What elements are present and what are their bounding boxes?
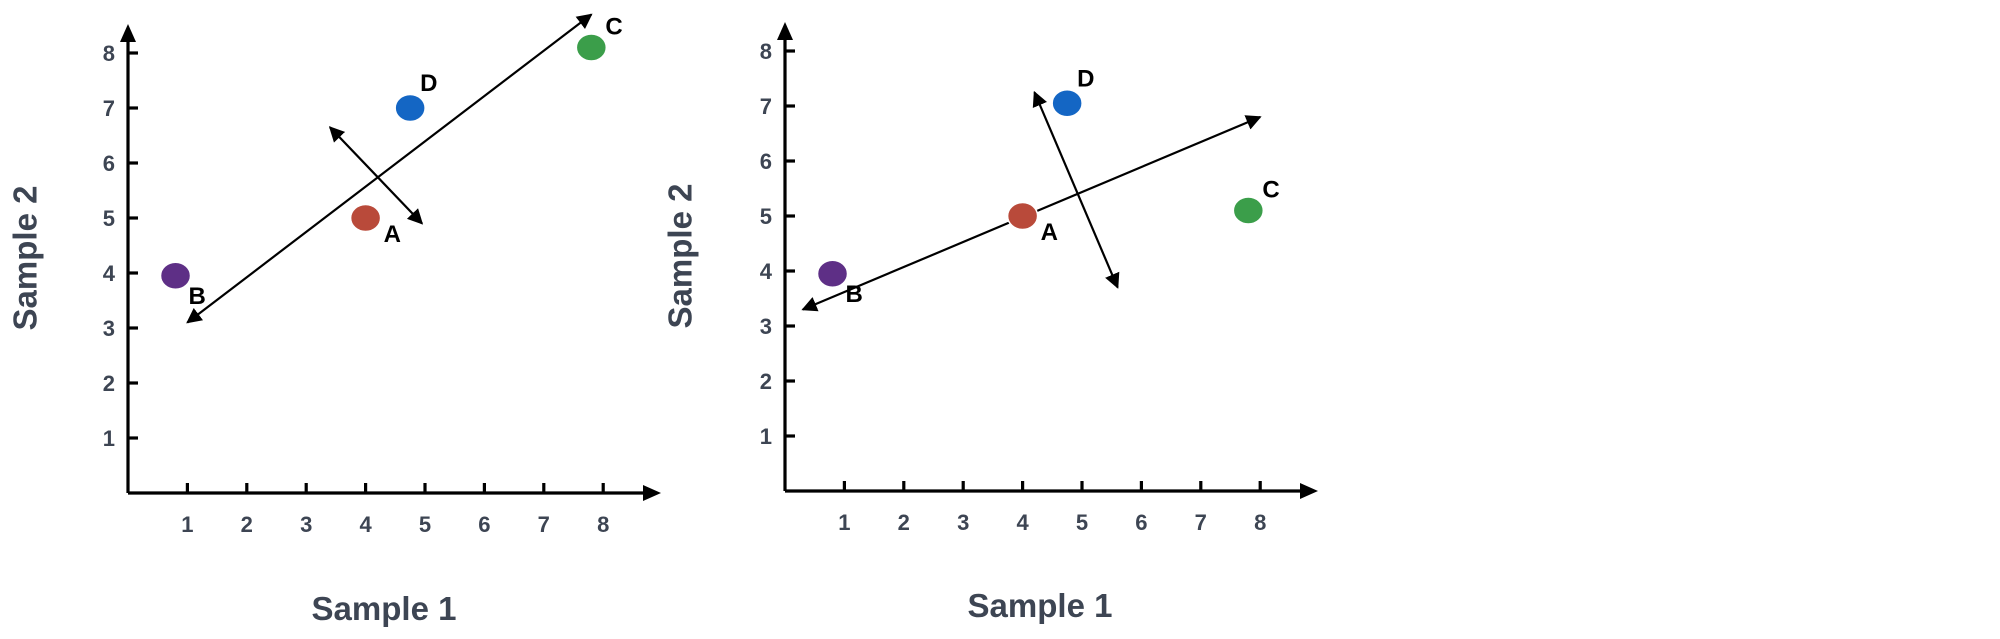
point-d (394, 93, 426, 123)
x-tick-label: 4 (1016, 510, 1029, 535)
y-tick-label: 2 (760, 369, 772, 394)
y-axis-arrowhead (120, 24, 136, 42)
x-tick-label: 7 (538, 512, 550, 537)
x-tick-label: 6 (478, 512, 490, 537)
x-tick-label: 1 (838, 510, 850, 535)
point-b (816, 259, 849, 288)
x-tick-label: 2 (241, 512, 253, 537)
point-label-b: B (189, 283, 206, 310)
point-label-d: D (420, 70, 437, 97)
y-axis-arrowhead (777, 22, 793, 40)
point-label-a: A (384, 221, 401, 248)
x-tick-label: 3 (300, 512, 312, 537)
point-label-b: B (846, 281, 863, 308)
chart-panel-2: 1 2 3 4 5 6 7 8 1 2 3 4 5 6 7 8 Sample 1 Sample 2 A B C D (662, 22, 1318, 624)
x-tick-label: 4 (359, 512, 372, 537)
point-a (349, 203, 382, 233)
y-tick-label: 7 (103, 96, 115, 121)
y-tick-label: 1 (760, 424, 772, 449)
point-c (1232, 196, 1265, 225)
y-tick-label: 8 (760, 39, 772, 64)
pc1-arrow (186, 13, 593, 324)
y-tick-label: 7 (760, 94, 772, 119)
y-tick-label: 6 (760, 149, 772, 174)
point-label-c: C (1262, 177, 1279, 204)
x-tick-label: 8 (1254, 510, 1266, 535)
pc2-arrow (328, 126, 424, 225)
point-label-d: D (1077, 65, 1094, 92)
y-axis-title: Sample 2 (7, 186, 44, 331)
y-tick-label: 3 (103, 316, 115, 341)
point-a (1006, 201, 1039, 231)
y-tick-label: 1 (103, 426, 115, 451)
y-tick-label: 2 (103, 371, 115, 396)
chart-panel-1: 1 2 3 4 5 6 7 8 1 2 3 4 5 6 7 8 Sample 1 Sample 2 A B C D (7, 13, 661, 627)
x-tick-label: 8 (597, 512, 609, 537)
x-axis-title: Sample 1 (968, 587, 1113, 624)
y-tick-label: 5 (760, 204, 772, 229)
x-axis-arrowhead (643, 485, 661, 501)
y-tick-label: 3 (760, 314, 772, 339)
x-tick-label: 5 (1076, 510, 1088, 535)
point-c (575, 33, 608, 62)
y-tick-label: 4 (760, 259, 773, 284)
y-tick-label: 8 (103, 41, 115, 66)
y-tick-label: 6 (103, 151, 115, 176)
x-axis-arrowhead (1300, 483, 1318, 499)
x-axis-title: Sample 1 (312, 590, 457, 627)
pc2-arrow (1032, 90, 1120, 289)
y-axis-title: Sample 2 (662, 184, 699, 329)
x-tick-label: 2 (898, 510, 910, 535)
y-tick-label: 4 (103, 261, 116, 286)
x-tick-label: 3 (957, 510, 969, 535)
x-tick-label: 1 (181, 512, 193, 537)
x-tick-label: 6 (1135, 510, 1147, 535)
point-d (1051, 89, 1083, 118)
point-label-a: A (1041, 219, 1058, 246)
point-label-c: C (605, 14, 622, 41)
x-tick-label: 5 (419, 512, 431, 537)
y-tick-label: 5 (103, 206, 115, 231)
x-tick-label: 7 (1195, 510, 1207, 535)
point-b (159, 261, 192, 290)
